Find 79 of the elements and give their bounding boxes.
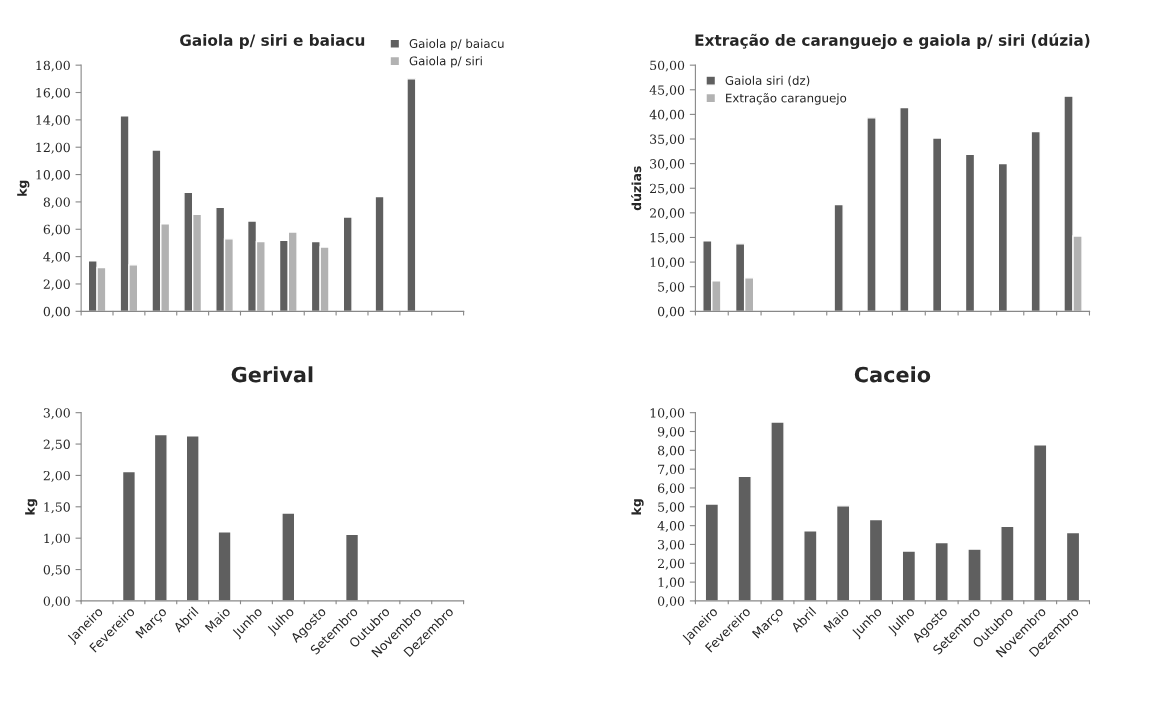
bar: [868, 518, 884, 601]
y-tick-label: 0,00: [657, 596, 685, 608]
y-tick-label: 0,50: [43, 565, 70, 576]
y-tick-label: 1,00: [658, 577, 685, 589]
bar: [770, 421, 785, 601]
y-tick-label: 0,00: [657, 306, 685, 318]
bar: [121, 470, 137, 601]
y-tick-label: 6,00: [43, 224, 70, 236]
y-tick-label: 3,00: [43, 408, 70, 420]
y-tick-label: 2,50: [43, 439, 70, 451]
y-tick-label: 10,00: [650, 408, 685, 420]
bar: [406, 78, 417, 312]
y-tick-label: 15,00: [650, 232, 685, 244]
y-tick-label: 5,00: [658, 282, 685, 294]
y-tick-label: 14,00: [36, 115, 70, 127]
bar: [342, 216, 353, 312]
y-tick-label: 1,00: [44, 533, 70, 545]
bar: [833, 203, 844, 312]
bar: [185, 435, 200, 601]
bar: [1000, 525, 1015, 601]
y-tick-label: 10,00: [36, 170, 70, 182]
y-tick-label: 3,00: [658, 539, 685, 551]
y-axis-title: kg: [631, 499, 644, 515]
y-tick-label: 5,00: [658, 502, 685, 514]
bar: [901, 550, 917, 601]
bar: [1032, 443, 1048, 601]
bar: [281, 512, 296, 601]
y-tick-label: 12,00: [36, 142, 70, 154]
bar: [899, 106, 910, 312]
y-tick-label: 16,00: [36, 87, 70, 99]
y-axis-title: dúzias: [631, 166, 642, 211]
bar: [1065, 531, 1081, 601]
bar: [153, 433, 168, 601]
legend-label: Extração caranguejo: [726, 93, 847, 105]
bar: [1030, 130, 1041, 312]
y-tick-label: 20,00: [650, 208, 685, 220]
y-tick-label: 10,00: [650, 257, 685, 269]
chart-title: Caceio: [854, 366, 931, 383]
y-tick-label: 2,00: [658, 558, 685, 570]
legend-label: Gaiola p/ siri: [409, 56, 482, 68]
y-tick-label: 6,00: [657, 483, 685, 495]
y-tick-label: 35,00: [650, 134, 685, 146]
y-axis-title: kg: [17, 180, 30, 196]
bar: [866, 117, 877, 312]
y-tick-label: 4,00: [657, 521, 685, 533]
bar: [931, 137, 943, 312]
y-tick-label: 0,00: [43, 306, 70, 318]
y-tick-label: 2,00: [43, 279, 70, 291]
y-tick-label: 0,00: [43, 596, 70, 608]
y-tick-label: 30,00: [650, 159, 685, 171]
y-tick-label: 9,00: [657, 426, 685, 438]
y-tick-label: 45,00: [649, 85, 685, 97]
bar: [803, 530, 818, 601]
y-tick-label: 40,00: [649, 109, 685, 121]
bar: [997, 162, 1009, 312]
chart-title: Gerival: [231, 366, 313, 383]
bar: [374, 195, 385, 312]
y-tick-label: 8,00: [657, 445, 685, 457]
chart-title: Extração de caranguejo e gaiola p/ siri (dúzia): [695, 33, 1090, 50]
y-axis-title: kg: [25, 499, 38, 515]
bar: [344, 533, 360, 601]
y-tick-label: 7,00: [658, 464, 685, 476]
bar: [967, 548, 982, 601]
bar: [737, 475, 752, 601]
bar: [704, 503, 720, 601]
bar: [934, 541, 949, 601]
y-tick-label: 8,00: [43, 197, 70, 209]
y-tick-label: 4,00: [43, 252, 70, 264]
bar: [217, 531, 232, 601]
chart-title: Gaiola p/ siri e baiacu: [180, 34, 365, 49]
legend-label: Gaiola p/ baiacu: [409, 38, 504, 51]
y-tick-label: 25,00: [650, 183, 685, 195]
bar: [964, 153, 976, 312]
y-tick-label: 18,00: [36, 60, 70, 72]
legend-label: Gaiola siri (dz): [725, 75, 810, 87]
y-tick-label: 50,00: [650, 60, 685, 72]
y-tick-label: 1,50: [44, 502, 70, 514]
y-tick-label: 2,00: [43, 470, 70, 482]
bar: [835, 505, 851, 601]
